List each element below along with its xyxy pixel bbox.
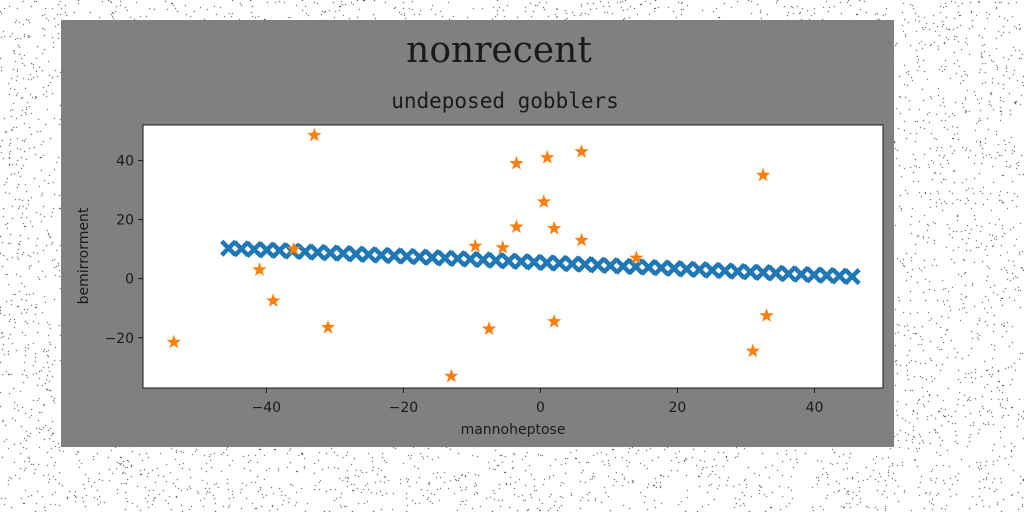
x-marker-point [691,261,708,279]
x-marker-point [780,265,797,283]
y-tick-label: 0 [125,272,134,288]
x-marker-point [449,250,467,268]
x-marker-point [232,240,250,258]
x-tick-label: −40 [252,400,282,416]
star-marker-point [307,127,322,142]
star-marker-point [759,308,774,322]
star-marker-point [166,334,181,349]
x-marker-point [792,265,810,283]
star-marker-point [468,238,483,253]
x-marker-point [703,261,721,279]
star-marker-point [745,343,760,358]
x-marker-point [805,266,823,284]
x-marker-point [245,240,263,258]
x-marker-point [309,243,327,261]
x-marker-point [614,257,632,275]
axes: −40 −20 0 20 40 −20 0 20 40 [104,153,823,416]
x-marker-point [665,260,683,277]
x-marker-point [360,246,378,264]
x-marker-point [461,250,479,268]
x-marker-point [538,254,556,272]
x-marker-point [830,267,848,285]
x-marker-point [220,239,238,257]
x-tick-label: −20 [389,400,419,416]
x-marker-point [512,253,530,270]
chart-subtitle: undeposed gobblers [391,89,619,113]
star-marker-point [547,220,562,235]
x-marker-point [767,264,785,282]
x-marker-point [411,248,428,266]
x-marker-point [843,268,861,286]
star-marker-point [574,144,589,158]
x-marker-point [640,258,658,276]
y-tick-label: 40 [116,153,134,169]
star-marker-point [509,219,524,233]
x-tick-label: 20 [669,400,687,416]
x-marker-point [334,244,352,262]
x-marker-point [436,249,454,267]
x-marker-point [754,264,772,281]
star-marker-point [444,368,459,383]
x-marker-point [347,245,365,263]
y-tick-label: −20 [104,331,134,347]
star-marker-point [629,250,644,264]
x-marker-point [678,260,696,278]
x-marker-point [398,247,416,265]
star-marker-point [509,155,524,170]
x-marker-point [818,266,836,284]
x-tick-label: 40 [806,400,824,416]
star-marker-point [266,293,281,307]
x-marker-point [500,252,518,270]
x-marker-point [487,251,505,269]
x-marker-point [258,241,276,259]
plot-marks [166,127,861,383]
x-axis-label: mannoheptose [461,422,566,438]
star-marker-point [547,314,562,328]
x-marker-point [474,251,492,269]
star-marker-point [286,241,301,256]
x-marker-point [385,247,403,265]
x-marker-point [652,259,670,277]
star-marker-point [574,232,589,247]
x-marker-point [551,254,568,272]
x-marker-point [321,244,339,262]
x-marker-point [423,249,441,266]
x-marker-point [296,243,314,261]
x-marker-point [372,246,390,264]
star-marker-point [540,150,555,164]
x-marker-point [729,262,747,280]
x-marker-point [271,242,288,259]
star-marker-point [756,167,771,182]
chart-title: nonrecent [406,30,592,71]
y-axis-label: bemirrorment [76,207,92,304]
x-marker-point [576,255,594,273]
x-tick-label: 0 [536,400,545,416]
x-marker-point [601,257,619,275]
x-marker-point [589,256,607,274]
y-tick-label: 20 [116,213,134,229]
star-marker-point [252,262,267,276]
star-marker-point [320,319,336,334]
star-marker-point [481,321,497,335]
x-marker-point [716,262,734,280]
star-marker-point [495,240,510,254]
x-marker-point [525,253,543,271]
x-marker-point [741,263,759,281]
star-marker-point [536,194,551,208]
x-marker-point [563,255,581,273]
